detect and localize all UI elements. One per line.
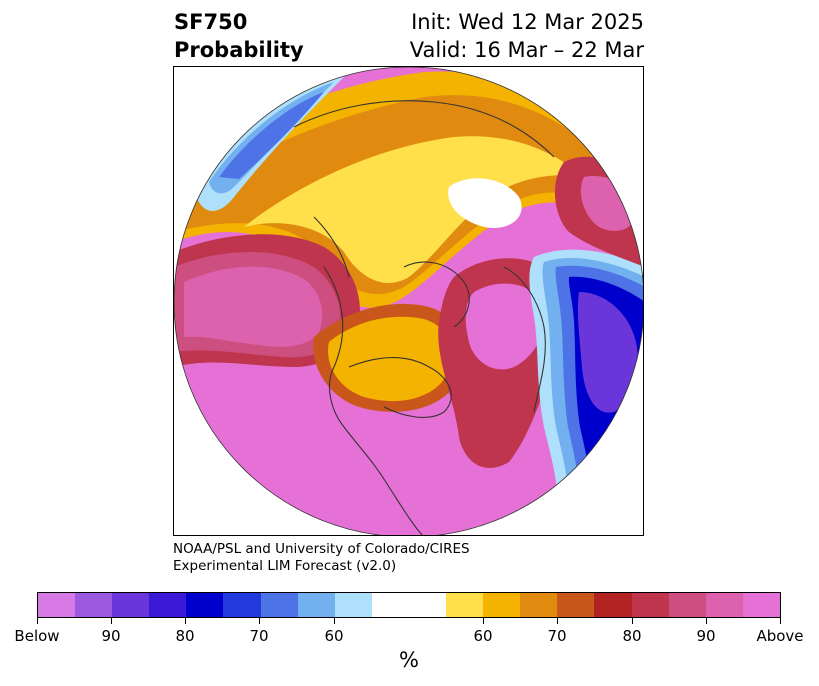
colorbar-swatch — [668, 593, 706, 617]
forecast-dates: Init: Wed 12 Mar 2025 Valid: 16 Mar – 22… — [410, 8, 644, 64]
colorbar-tick-label: 80 — [175, 627, 195, 645]
colorbar-swatch — [594, 593, 632, 617]
colorbar-swatch — [520, 593, 558, 617]
colorbar-tick — [259, 618, 260, 624]
colorbar-swatch — [631, 593, 669, 617]
colorbar-swatch — [186, 593, 224, 617]
colorbar-swatch — [446, 593, 484, 617]
contour-above-60-central — [328, 316, 452, 402]
colorbar-tick — [706, 618, 707, 624]
colorbar-tick — [557, 618, 558, 624]
colorbar-swatch — [742, 593, 780, 617]
colorbar-swatch — [260, 593, 298, 617]
contour-neutral-north — [448, 178, 522, 228]
colorbar-unit: % — [399, 648, 419, 672]
product-title-line2: Probability — [174, 38, 304, 62]
product-title: SF750 Probability — [174, 8, 304, 64]
contour-above-max-east — [465, 283, 545, 370]
coastlines — [293, 86, 640, 535]
colorbar-tick — [185, 618, 186, 624]
colorbar-tick — [37, 618, 38, 624]
colorbar-swatch — [149, 593, 187, 617]
init-date: Init: Wed 12 Mar 2025 — [411, 10, 644, 34]
colorbar-tick — [780, 618, 781, 624]
contour-below-85-east — [577, 292, 638, 413]
valid-date: Valid: 16 Mar – 22 Mar — [409, 38, 644, 62]
colorbar-tick-label: 90 — [696, 627, 716, 645]
colorbar-tick-label: 70 — [547, 627, 567, 645]
credit-text: NOAA/PSL and University of Colorado/CIRE… — [173, 541, 470, 575]
colorbar-swatch — [112, 593, 150, 617]
colorbar-tick — [111, 618, 112, 624]
colorbar — [37, 592, 781, 618]
polar-map-svg — [174, 67, 643, 535]
colorbar-tick — [632, 618, 633, 624]
colorbar-swatch — [75, 593, 113, 617]
colorbar-swatch — [38, 593, 76, 617]
colorbar-tick — [483, 618, 484, 624]
colorbar-swatch — [297, 593, 335, 617]
credit-line1: NOAA/PSL and University of Colorado/CIRE… — [173, 541, 470, 557]
colorbar-tick — [334, 618, 335, 624]
colorbar-swatch — [371, 593, 409, 617]
contour-above-90-west — [184, 266, 323, 347]
colorbar-tick-label: 90 — [101, 627, 121, 645]
colorbar-swatch — [334, 593, 372, 617]
colorbar-swatch — [223, 593, 261, 617]
colorbar-tick-label: 60 — [324, 627, 344, 645]
colorbar-tick-label: 60 — [473, 627, 493, 645]
product-title-line1: SF750 — [174, 10, 248, 34]
colorbar-tick-label: 70 — [249, 627, 269, 645]
colorbar-swatch — [557, 593, 595, 617]
polar-map — [173, 66, 644, 536]
contour-below-65-nw — [219, 92, 324, 179]
colorbar-swatch — [483, 593, 521, 617]
colorbar-swatch — [408, 593, 447, 617]
credit-line2: Experimental LIM Forecast (v2.0) — [173, 558, 397, 574]
colorbar-tick-label: Below — [14, 627, 60, 645]
colorbar-tick-label: 80 — [622, 627, 642, 645]
contour-above-55 — [244, 136, 584, 283]
colorbar-swatch — [705, 593, 743, 617]
colorbar-tick-label: Above — [756, 627, 804, 645]
